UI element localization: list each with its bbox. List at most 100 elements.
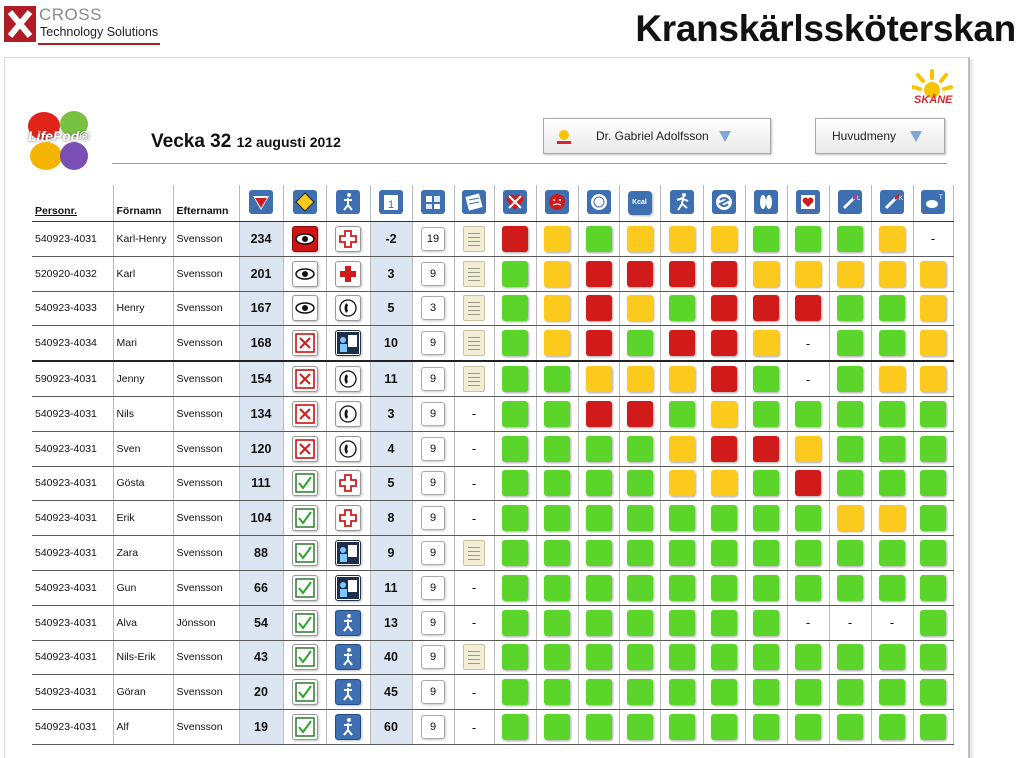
table-row[interactable]: 540923-4031 Erik Svensson 104 8 9 - xyxy=(32,500,954,537)
green-status-square[interactable] xyxy=(502,330,528,357)
note-icon[interactable] xyxy=(463,644,485,671)
green-status-square[interactable] xyxy=(626,505,653,532)
status-indicator-cell[interactable] xyxy=(660,674,704,711)
status-indicator-cell[interactable] xyxy=(913,674,954,711)
status-indicator-cell[interactable] xyxy=(703,221,746,257)
phone-icon[interactable] xyxy=(335,366,361,393)
green-status-square[interactable] xyxy=(668,574,695,601)
yellow-status-square[interactable] xyxy=(626,295,653,322)
status-indicator-cell[interactable] xyxy=(494,325,537,363)
table-row[interactable]: 540923-4031 Nils Svensson 134 3 9 - xyxy=(32,396,954,432)
green-status-square[interactable] xyxy=(585,225,612,252)
status-cell[interactable] xyxy=(326,709,371,745)
efternamn-cell[interactable]: Svensson xyxy=(173,466,240,502)
col-header-puzzle[interactable] xyxy=(412,185,455,222)
green-status-square[interactable] xyxy=(626,644,653,671)
status-indicator-cell[interactable] xyxy=(619,325,661,363)
green-check-icon[interactable] xyxy=(291,470,318,497)
note-cell[interactable] xyxy=(454,291,495,327)
yellow-status-square[interactable] xyxy=(837,260,863,287)
yellow-status-square[interactable] xyxy=(585,366,612,393)
red-x-icon[interactable] xyxy=(291,400,318,427)
col-header-pill-t[interactable]: T xyxy=(913,185,954,222)
col-header-syringe-l[interactable]: L xyxy=(829,185,872,222)
status-indicator-cell[interactable] xyxy=(913,709,954,745)
personnr-cell[interactable]: 540923-4031 xyxy=(32,396,114,432)
week-count-cell[interactable]: 9 xyxy=(412,640,455,676)
week-count-cell[interactable]: 9 xyxy=(412,396,455,432)
status-indicator-cell[interactable] xyxy=(494,500,537,537)
status-indicator-cell[interactable] xyxy=(871,396,914,432)
alert-cell[interactable] xyxy=(283,640,327,676)
status-indicator-cell[interactable] xyxy=(871,291,914,327)
col-header-personnr[interactable]: Personr. xyxy=(32,185,114,222)
green-status-square[interactable] xyxy=(837,366,863,393)
eye-icon[interactable] xyxy=(291,295,318,322)
status-indicator-cell[interactable] xyxy=(703,570,746,606)
week-count-box[interactable]: 9 xyxy=(421,471,445,496)
status-indicator-cell[interactable] xyxy=(787,291,830,327)
status-indicator-cell[interactable] xyxy=(660,221,704,257)
green-status-square[interactable] xyxy=(837,400,863,427)
status-indicator-cell[interactable] xyxy=(703,396,746,432)
doctor-consult-icon[interactable] xyxy=(335,574,361,601)
red-status-square[interactable] xyxy=(795,295,821,322)
status-indicator-cell[interactable] xyxy=(913,431,954,467)
status-indicator-cell[interactable] xyxy=(745,431,788,467)
doctor-consult-icon[interactable] xyxy=(335,330,361,357)
green-status-square[interactable] xyxy=(544,540,570,567)
green-status-square[interactable] xyxy=(544,505,570,532)
green-status-square[interactable] xyxy=(753,644,779,671)
status-indicator-cell[interactable] xyxy=(660,570,704,606)
status-indicator-cell[interactable] xyxy=(494,605,537,641)
table-row[interactable]: 540923-4031 Göran Svensson 20 45 9 - xyxy=(32,674,954,711)
status-indicator-cell[interactable] xyxy=(745,396,788,432)
green-status-square[interactable] xyxy=(837,435,863,462)
red-x-icon[interactable] xyxy=(291,330,318,357)
green-check-icon[interactable] xyxy=(291,505,318,532)
green-status-square[interactable] xyxy=(502,679,528,706)
status-indicator-cell[interactable] xyxy=(494,221,537,257)
efternamn-cell[interactable]: Svensson xyxy=(173,709,240,745)
status-indicator-cell[interactable] xyxy=(745,221,788,257)
note-icon[interactable] xyxy=(463,330,485,357)
efternamn-cell[interactable]: Svensson xyxy=(173,640,240,676)
status-cell[interactable] xyxy=(326,605,371,641)
green-status-square[interactable] xyxy=(544,435,570,462)
green-status-square[interactable] xyxy=(837,714,863,741)
week-count-box[interactable]: 9 xyxy=(421,541,445,566)
status-indicator-cell[interactable] xyxy=(536,570,579,606)
status-indicator-cell[interactable] xyxy=(787,500,830,537)
week-count-cell[interactable]: 9 xyxy=(412,535,455,571)
status-cell[interactable] xyxy=(326,570,371,606)
table-row[interactable]: 520920-4032 Karl Svensson 201 3 9 xyxy=(32,256,954,292)
green-status-square[interactable] xyxy=(502,644,528,671)
red-status-square[interactable] xyxy=(502,225,528,252)
status-indicator-cell[interactable] xyxy=(536,500,579,537)
note-cell[interactable] xyxy=(454,361,495,397)
col-header-efternamn[interactable]: Efternamn xyxy=(173,185,240,222)
status-indicator-cell[interactable] xyxy=(787,570,830,606)
green-status-square[interactable] xyxy=(879,330,905,357)
green-status-square[interactable] xyxy=(711,609,737,636)
yellow-status-square[interactable] xyxy=(626,366,653,393)
status-indicator-cell[interactable] xyxy=(619,570,661,606)
status-indicator-cell[interactable] xyxy=(913,535,954,571)
status-indicator-cell[interactable] xyxy=(619,221,661,257)
status-indicator-cell[interactable] xyxy=(660,466,704,502)
alert-cell[interactable] xyxy=(283,221,327,257)
green-status-square[interactable] xyxy=(837,225,863,252)
fornamn-cell[interactable]: Göran xyxy=(113,674,174,711)
green-status-square[interactable] xyxy=(795,505,821,532)
status-indicator-cell[interactable] xyxy=(703,466,746,502)
status-indicator-cell[interactable] xyxy=(745,709,788,745)
status-indicator-cell[interactable] xyxy=(745,291,788,327)
green-check-icon[interactable] xyxy=(291,714,318,741)
week-count-box[interactable]: 9 xyxy=(421,715,445,740)
status-indicator-cell[interactable] xyxy=(829,709,872,745)
status-cell[interactable] xyxy=(326,466,371,502)
green-status-square[interactable] xyxy=(668,505,695,532)
green-status-square[interactable] xyxy=(585,435,612,462)
fornamn-cell[interactable]: Sven xyxy=(113,431,174,467)
status-indicator-cell[interactable] xyxy=(787,221,830,257)
